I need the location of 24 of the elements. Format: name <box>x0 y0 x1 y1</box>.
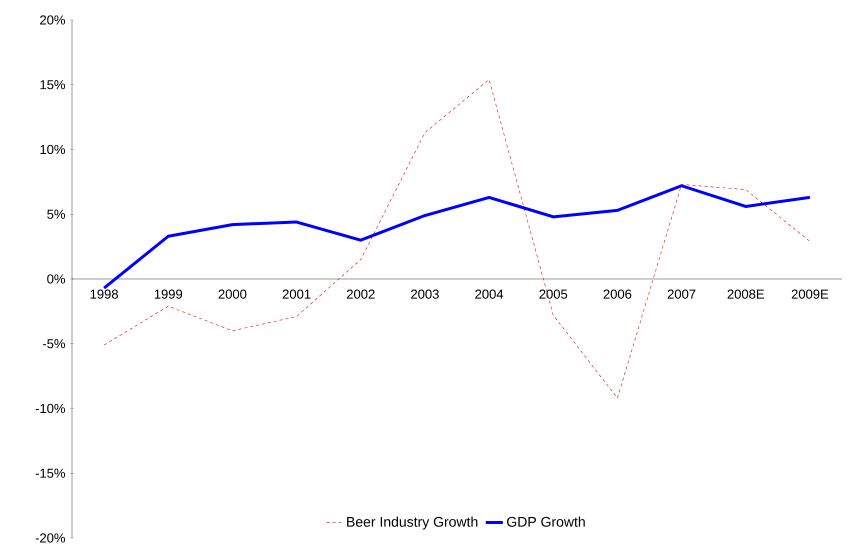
y-tick-label: 5% <box>47 210 66 219</box>
x-tick-label: 2008E <box>728 290 764 299</box>
x-tick-label: 2004 <box>475 290 504 299</box>
x-tick-label: 2002 <box>346 290 375 299</box>
y-tick-label: -10% <box>36 404 66 414</box>
x-tick-label: 2007 <box>668 290 696 299</box>
legend-label: Beer Industry Growth <box>347 516 478 530</box>
y-tick-label: -20% <box>36 533 66 543</box>
x-tick-label: 2009E <box>792 290 828 299</box>
y-tick-label: 20% <box>40 15 66 25</box>
x-tick-label: 1999 <box>154 290 182 299</box>
legend-label: GDP Growth <box>507 516 585 527</box>
y-tick-label: 0% <box>47 274 66 284</box>
y-tick-label: -5% <box>42 339 66 348</box>
line-series <box>102 184 812 290</box>
y-tick-label: 15% <box>40 80 66 90</box>
x-tick-label: 1998 <box>90 290 118 299</box>
y-tick-label: 10% <box>40 144 66 154</box>
x-tick-label: 2006 <box>604 290 632 299</box>
x-tick-label: 2005 <box>539 290 568 299</box>
y-tick-label: -15% <box>36 468 66 478</box>
x-tick-label: 2001 <box>282 290 310 299</box>
x-tick-label: 2000 <box>218 290 246 299</box>
x-tick-label: 2003 <box>411 290 439 299</box>
